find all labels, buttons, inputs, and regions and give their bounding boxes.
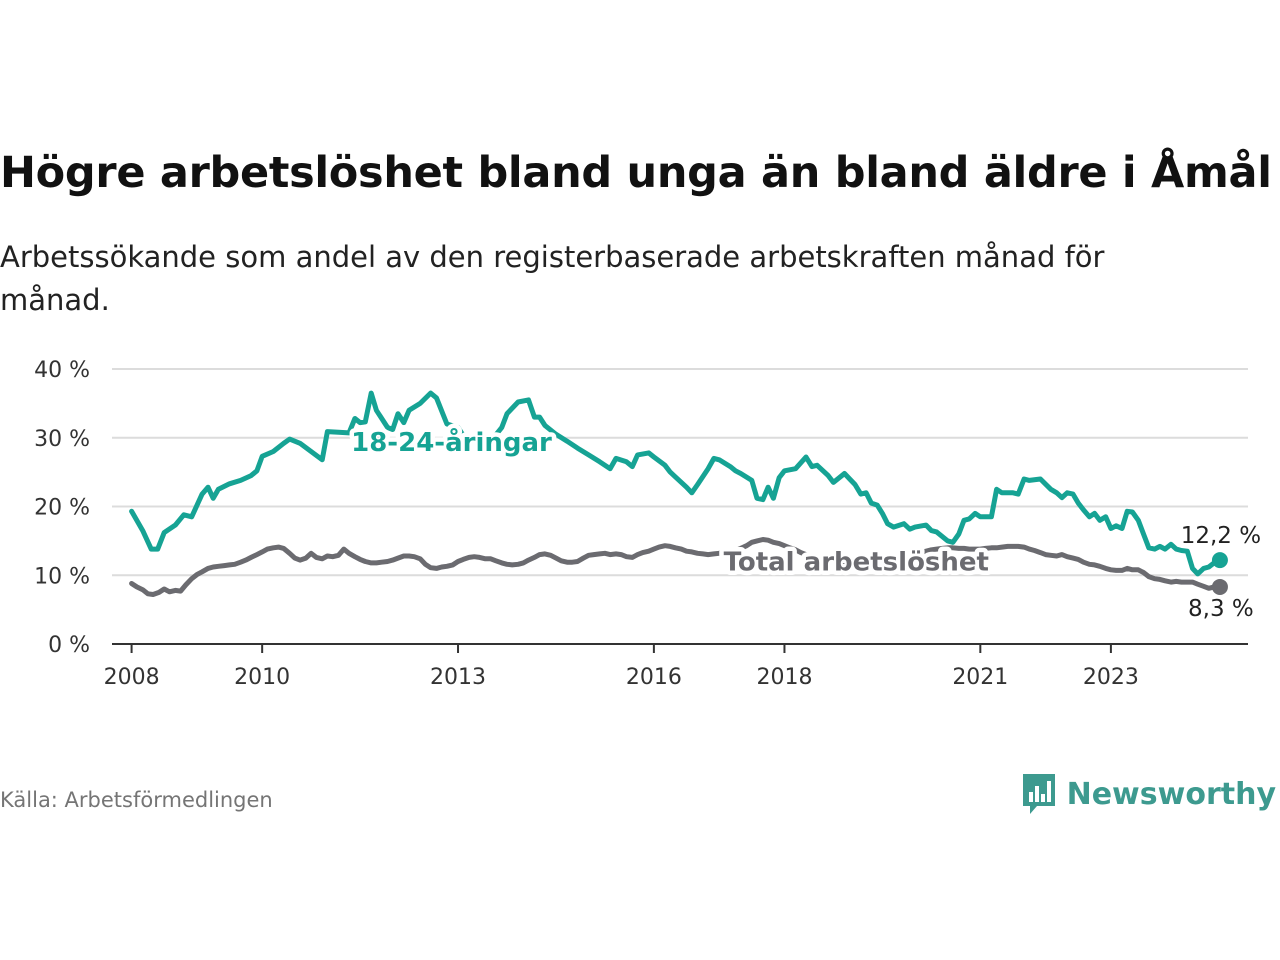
x-tick-label: 2010 <box>234 665 290 690</box>
x-tick-label: 2018 <box>756 665 812 690</box>
source-note: Källa: Arbetsförmedlingen <box>0 788 273 812</box>
x-tick-label: 2023 <box>1083 665 1139 690</box>
gridlines <box>112 368 1248 577</box>
series-lines <box>129 390 1228 597</box>
series-line-total <box>129 537 1223 597</box>
chart-subtitle: Arbetssökande som andel av den registerb… <box>0 240 1105 317</box>
x-tick-label: 2021 <box>952 665 1008 690</box>
y-tick-label: 10 % <box>34 564 90 589</box>
x-tick-label: 2016 <box>626 665 682 690</box>
y-tick-label: 0 % <box>48 633 90 658</box>
series-label-total: Total arbetslöshet <box>724 548 989 578</box>
brand-name: Newsworthy <box>1066 776 1276 812</box>
series-labels: 18-24-åringar Total arbetslöshet 12,2 % 8,3… <box>347 421 1264 625</box>
y-tick-label: 30 % <box>34 427 90 452</box>
series-end-point-youth <box>1211 552 1228 569</box>
y-tick-label: 20 % <box>34 496 90 521</box>
series-label-youth: 18-24-åringar <box>351 426 552 458</box>
end-value-label-total: 8,3 % <box>1188 596 1254 622</box>
y-axis-ticks: 0 % 10 % 20 % 30 % 40 % <box>34 358 90 658</box>
bar-chart-icon <box>1022 774 1055 814</box>
x-tick-label: 2008 <box>104 665 160 690</box>
x-axis-ticks: 2008 2010 2013 2016 2018 2021 2023 <box>104 643 1248 690</box>
y-tick-label: 40 % <box>34 358 90 383</box>
brand-logo[interactable]: Newsworthy <box>1021 772 1276 816</box>
chart-title: Högre arbetslöshet bland unga än bland ä… <box>0 148 1272 198</box>
series-end-point-total <box>1211 578 1228 595</box>
end-value-label-youth: 12,2 % <box>1181 523 1261 549</box>
line-chart: 0 % 10 % 20 % 30 % 40 % 2008 2010 2013 2016 2018… <box>34 358 1264 690</box>
series-line-youth <box>129 390 1223 577</box>
x-tick-label: 2013 <box>430 665 486 690</box>
